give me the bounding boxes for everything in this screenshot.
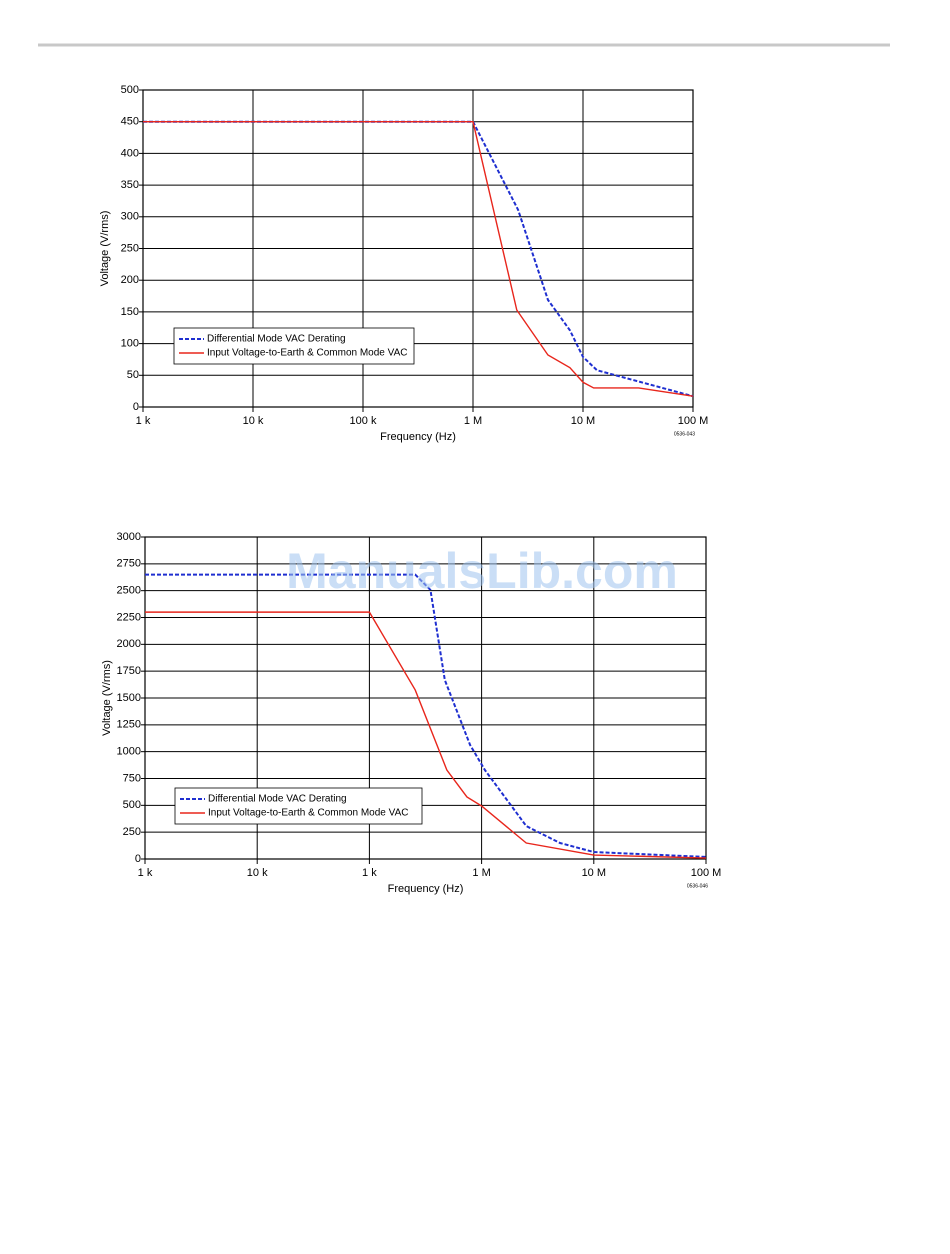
y-tick-label: 2750 <box>117 558 141 570</box>
x-tick-label: 10 k <box>243 415 264 427</box>
legend-box <box>173 327 415 365</box>
x-tick-label: 1 M <box>464 415 482 427</box>
y-tick-label: 0 <box>135 853 141 865</box>
y-tick-label: 1000 <box>117 746 141 758</box>
y-tick-label: 750 <box>123 772 141 784</box>
x-tick-label: 100 M <box>678 415 709 427</box>
x-tick-label: 1 k <box>362 867 377 879</box>
plot-frame <box>142 89 694 408</box>
series-line <box>143 120 694 398</box>
y-tick-label: 2250 <box>117 611 141 623</box>
legend-label: Input Voltage-to-Earth & Common Mode VAC <box>208 808 408 819</box>
figure-id: 0536-046 <box>687 883 708 889</box>
y-tick-label: 500 <box>121 84 139 96</box>
y-axis-label: Voltage (V/rms) <box>99 211 111 287</box>
y-tick-label: 450 <box>121 116 139 128</box>
y-tick-label: 2500 <box>117 585 141 597</box>
legend-box <box>174 787 423 825</box>
y-tick-label: 400 <box>121 147 139 159</box>
y-tick-label: 100 <box>121 338 139 350</box>
chart: 0 250 500 750 1000 1250 1500 1750 2000 2250 2500 27… <box>101 531 721 895</box>
y-tick-label: 1500 <box>117 692 141 704</box>
y-tick-label: 3000 <box>117 531 141 543</box>
chart: 0 50 100 150 200 250 300 350 400 450 500 1 k 10 k 100… <box>99 84 708 443</box>
y-tick-label: 250 <box>123 826 141 838</box>
series-line <box>145 573 707 858</box>
y-tick-label: 300 <box>121 211 139 223</box>
x-tick-label: 100 k <box>350 415 377 427</box>
x-axis-label: Frequency (Hz) <box>388 883 464 895</box>
x-tick-label: 10 M <box>582 867 606 879</box>
series-line <box>143 121 694 397</box>
watermark: ManualsLib.com <box>286 543 678 599</box>
x-tick-label: 100 M <box>691 867 722 879</box>
x-tick-label: 1 M <box>472 867 490 879</box>
y-tick-label: 0 <box>133 401 139 413</box>
legend-label: Differential Mode VAC Derating <box>208 794 347 805</box>
x-tick-label: 1 k <box>138 867 153 879</box>
figure-id: 0536-043 <box>674 431 695 437</box>
plot-frame <box>144 536 707 860</box>
x-tick-label: 10 M <box>571 415 595 427</box>
x-tick-label: 10 k <box>247 867 268 879</box>
y-tick-label: 1750 <box>117 665 141 677</box>
x-axis-label: Frequency (Hz) <box>380 431 456 443</box>
x-tick-label: 1 k <box>136 415 151 427</box>
y-tick-label: 1250 <box>117 719 141 731</box>
y-tick-label: 350 <box>121 179 139 191</box>
y-axis-label: Voltage (V/rms) <box>101 660 113 736</box>
y-tick-label: 50 <box>127 369 139 381</box>
y-tick-label: 200 <box>121 274 139 286</box>
y-tick-label: 500 <box>123 799 141 811</box>
series-line <box>145 611 707 859</box>
legend-label: Input Voltage-to-Earth & Common Mode VAC <box>207 348 407 359</box>
y-tick-label: 150 <box>121 306 139 318</box>
y-tick-label: 2000 <box>117 638 141 650</box>
y-tick-label: 250 <box>121 242 139 254</box>
legend-label: Differential Mode VAC Derating <box>207 334 346 345</box>
